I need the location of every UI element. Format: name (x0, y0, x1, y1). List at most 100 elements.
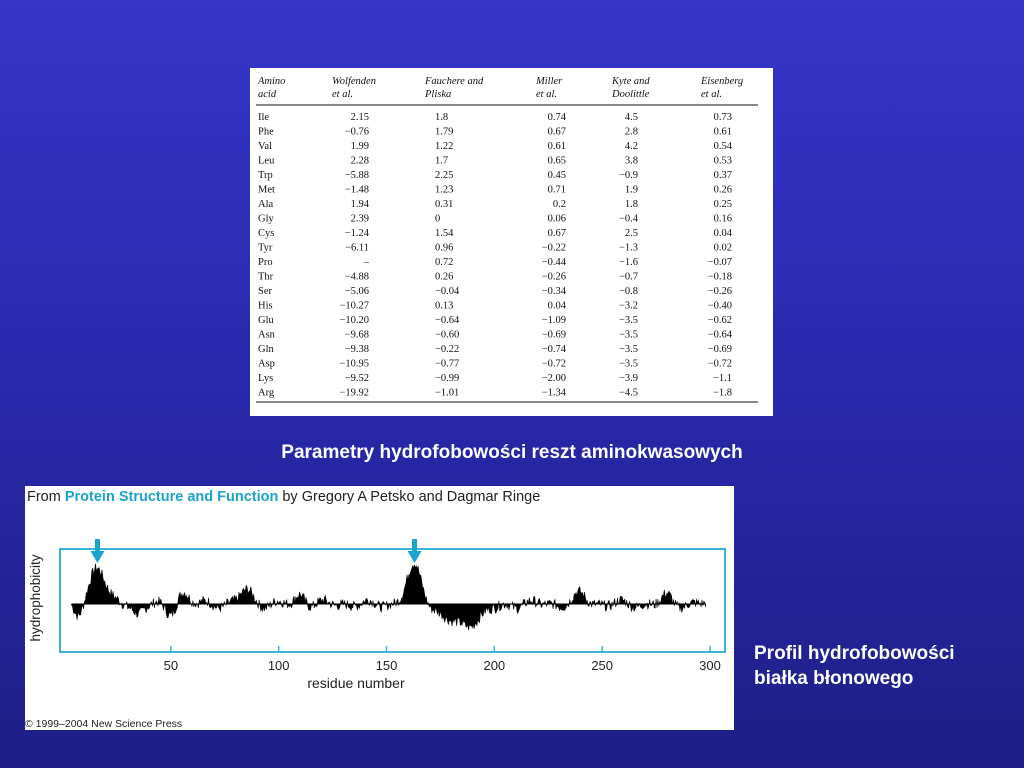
table-cell: 2.5 (625, 228, 638, 239)
table-cell: −2.00 (542, 373, 566, 384)
table-cell: −5.06 (345, 286, 369, 297)
table-cell: 0.45 (548, 170, 566, 181)
table-cell: −10.95 (339, 359, 369, 370)
source-credit: From Protein Structure and Function by G… (27, 489, 540, 505)
table-cell: 0.71 (548, 185, 566, 196)
table-row-label: Lys (258, 373, 273, 384)
table-cell: – (363, 257, 370, 268)
table-cell: −0.64 (708, 330, 733, 341)
hydrophobicity-profile-chart: From Protein Structure and Function by G… (25, 489, 726, 730)
table-cell: 0.25 (714, 199, 732, 210)
hydrophobicity-profile-figure: From Protein Structure and Function by G… (25, 486, 734, 730)
table-cell: −0.07 (708, 257, 732, 268)
table-cell: −0.22 (435, 344, 459, 355)
table-header-0-line-1: acid (258, 89, 277, 100)
table-cell: 0.31 (435, 199, 453, 210)
table-cell: 1.8 (625, 199, 638, 210)
table-row-label: Tyr (258, 243, 273, 254)
table-cell: −1.3 (619, 243, 638, 254)
table-cell: −1.24 (345, 228, 370, 239)
table-row-label: Glu (258, 315, 275, 326)
table-cell: −0.76 (345, 127, 369, 138)
transmembrane-arrow-icon (90, 539, 105, 563)
copyright-notice: © 1999–2004 New Science Press (25, 718, 182, 730)
table-header-2-line-1: Pliska (424, 89, 451, 100)
source-book-title: Protein Structure and Function (65, 489, 278, 505)
table-cell: 0.74 (548, 112, 567, 123)
table-header-5-line-1: et al. (701, 89, 722, 100)
table-cell: 0.04 (548, 301, 567, 312)
table-cell: −1.8 (713, 388, 732, 399)
table-cell: −3.5 (619, 359, 638, 370)
x-tick-label: 150 (376, 658, 398, 673)
table-row-label: Trp (258, 170, 273, 181)
table-cell: −4.5 (619, 388, 638, 399)
table-cell: −0.34 (542, 286, 567, 297)
table-cell: −1.01 (435, 388, 459, 399)
table-cell: −10.27 (339, 301, 369, 312)
table-cell: 1.7 (435, 156, 448, 167)
table-cell: −0.26 (542, 272, 566, 283)
table-row-label: Pro (258, 257, 273, 268)
profile-caption: Profil hydrofobowości białka błonowego (754, 641, 1014, 691)
table-cell: −0.69 (708, 344, 732, 355)
table-cell: 0.61 (714, 127, 732, 138)
table-cell: 1.94 (351, 199, 370, 210)
table-cell: 1.54 (435, 228, 454, 239)
table-cell: −19.92 (339, 388, 369, 399)
table-cell: 0.37 (714, 170, 732, 181)
table-cell: −1.48 (345, 185, 369, 196)
table-header-3-line-1: et al. (536, 89, 557, 100)
table-header-1-line-1: et al. (332, 89, 353, 100)
table-caption: Parametry hydrofobowości reszt aminokwas… (281, 442, 743, 463)
table-header-4-line-1: Doolittle (611, 89, 650, 100)
table-cell: −0.04 (435, 286, 460, 297)
x-axis-label: residue number (307, 675, 405, 691)
table-cell: 1.99 (351, 141, 369, 152)
source-authors: by Gregory A Petsko and Dagmar Ringe (278, 489, 540, 505)
table-row-label: Arg (258, 388, 275, 399)
table-cell: 1.23 (435, 185, 453, 196)
table-row-label: Met (258, 185, 275, 196)
table-cell: 0.67 (548, 228, 566, 239)
table-cell: −3.5 (619, 315, 638, 326)
table-cell: −4.88 (345, 272, 369, 283)
table-cell: −0.8 (619, 286, 638, 297)
table-header-0-line-0: Amino (257, 76, 285, 87)
table-cell: −3.2 (619, 301, 638, 312)
x-tick-label: 50 (164, 658, 178, 673)
hydrophobicity-table-image: Amino acid Wolfenden et al. Fauchere and Plis… (250, 68, 773, 416)
table-row-label: Leu (258, 156, 275, 167)
table-cell: −0.64 (435, 315, 460, 326)
source-prefix: From (27, 489, 65, 505)
table-cell: −10.20 (339, 315, 369, 326)
table-row-label: Cys (258, 228, 274, 239)
x-tick-label: 200 (483, 658, 505, 673)
table-cell: −6.11 (345, 243, 369, 254)
hydrophobicity-table: Amino acid Wolfenden et al. Fauchere and Plis… (256, 76, 758, 403)
profile-caption-line2: białka błonowego (754, 668, 914, 689)
table-row-label: Phe (258, 127, 274, 138)
table-cell: 0.53 (714, 156, 732, 167)
table-cell: 2.15 (351, 112, 369, 123)
x-tick-label: 300 (699, 658, 721, 673)
table-cell: −0.74 (542, 344, 567, 355)
table-row-label: Gln (258, 344, 275, 355)
table-cell: 0.73 (714, 112, 732, 123)
hydrophobicity-profile-trace (71, 563, 706, 631)
table-cell: 2.39 (351, 214, 369, 225)
table-row-label: Asp (258, 359, 275, 370)
table-cell: 0.65 (548, 156, 566, 167)
table-cell: 0.02 (714, 243, 732, 254)
table-cell: −5.88 (345, 170, 369, 181)
table-cell: −0.72 (542, 359, 566, 370)
table-cell: 0 (435, 214, 440, 225)
x-tick-label: 250 (591, 658, 613, 673)
table-cell: 0.04 (714, 228, 733, 239)
table-cell: 1.79 (435, 127, 453, 138)
table-cell: −1.6 (619, 257, 638, 268)
table-cell: −9.38 (345, 344, 369, 355)
table-cell: −9.68 (345, 330, 369, 341)
table-cell: −3.5 (619, 330, 638, 341)
table-cell: −0.99 (435, 373, 459, 384)
